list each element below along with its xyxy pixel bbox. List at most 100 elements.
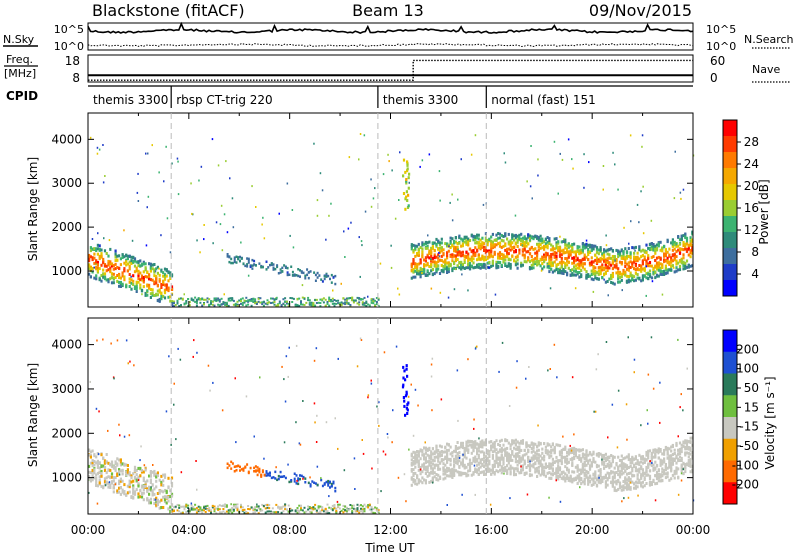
velocity-pixel — [279, 475, 282, 479]
power-pixel — [453, 288, 456, 291]
power-pixel — [636, 251, 639, 255]
velocity-pixel — [594, 472, 597, 476]
power-pixel — [296, 305, 299, 308]
power-pixel — [620, 249, 623, 253]
power-pixel — [491, 255, 494, 259]
velocity-pixel — [654, 482, 657, 486]
velocity-pixel — [463, 455, 466, 459]
velocity-pixel — [479, 440, 482, 444]
power-pixel — [474, 235, 477, 239]
noise-search-line — [87, 42, 694, 48]
power-pixel — [650, 219, 653, 222]
power-pixel — [615, 258, 618, 261]
velocity-pixel — [592, 452, 595, 456]
velocity-pixel — [322, 510, 325, 513]
power-pixel — [165, 284, 168, 287]
velocity-pixel — [536, 456, 539, 460]
velocity-pixel — [431, 452, 434, 456]
velocity-pixel — [107, 482, 110, 486]
power-pixel — [440, 237, 443, 241]
power-pixel — [387, 153, 389, 156]
velocity-pixel — [581, 470, 584, 474]
velocity-pixel — [509, 472, 512, 476]
power-pixel — [530, 145, 532, 147]
power-pixel — [490, 242, 493, 246]
velocity-pixel — [133, 492, 137, 496]
power-pixel — [226, 255, 229, 258]
velocity-pixel — [465, 456, 468, 460]
velocity-pixel — [252, 511, 255, 514]
velocity-pixel — [119, 461, 122, 465]
power-pixel — [592, 267, 595, 271]
velocity-pixel — [121, 490, 124, 494]
power-pixel — [227, 304, 230, 307]
velocity-pixel — [537, 441, 540, 445]
power-pixel — [418, 253, 420, 256]
power-pixel — [130, 287, 133, 291]
velocity-pixel — [135, 473, 138, 477]
y-tick-label: 3000 — [51, 176, 82, 190]
power-pixel — [648, 264, 652, 268]
power-pixel — [95, 274, 98, 278]
power-pixel — [195, 300, 198, 303]
power-pixel — [410, 243, 413, 247]
power-pixel — [507, 242, 510, 246]
power-pixel — [588, 245, 592, 249]
power-pixel — [91, 257, 94, 261]
velocity-pixel — [265, 474, 268, 477]
power-pixel — [666, 259, 669, 263]
power-pixel — [453, 249, 456, 253]
velocity-pixel — [562, 470, 565, 474]
velocity-pixel — [643, 478, 646, 481]
velocity-pixel — [148, 499, 151, 503]
velocity-pixel — [112, 476, 115, 480]
power-pixel — [431, 268, 434, 271]
velocity-pixel — [583, 453, 586, 457]
power-pixel — [169, 277, 172, 280]
velocity-pixel — [416, 450, 419, 453]
power-pixel — [414, 275, 417, 279]
power-pixel — [541, 241, 544, 245]
power-pixel — [116, 254, 119, 258]
velocity-pixel — [421, 476, 424, 480]
power-pixel — [328, 296, 331, 299]
power-pixel — [444, 259, 447, 263]
velocity-pixel — [123, 462, 126, 466]
power-pixel — [617, 281, 620, 284]
power-pixel — [230, 261, 233, 265]
velocity-pixel — [604, 482, 607, 486]
power-pixel — [119, 285, 122, 288]
power-pixel — [555, 268, 558, 272]
velocity-pixel — [270, 510, 272, 513]
power-pixel — [96, 263, 99, 267]
velocity-pixel — [316, 483, 319, 487]
power-pixel — [446, 268, 449, 272]
velocity-pixel — [518, 454, 521, 458]
power-pixel — [125, 260, 128, 264]
velocity-pixel — [650, 458, 653, 462]
velocity-pixel — [580, 468, 583, 472]
power-pixel — [286, 271, 289, 274]
power-pixel — [249, 265, 252, 269]
power-pixel — [490, 247, 493, 251]
power-pixel — [488, 260, 491, 264]
velocity-pixel — [342, 504, 345, 507]
power-pixel — [608, 253, 611, 257]
power-pixel — [162, 294, 165, 298]
velocity-pixel — [657, 476, 660, 480]
power-pixel — [315, 302, 318, 304]
velocity-pixel — [555, 476, 558, 480]
velocity-pixel — [423, 462, 426, 466]
velocity-pixel — [308, 507, 311, 510]
velocity-pixel — [163, 488, 167, 492]
power-pixel — [437, 247, 440, 251]
velocity-pixel — [599, 468, 602, 471]
power-pixel — [372, 197, 375, 200]
power-pixel — [627, 268, 630, 272]
power-pixel — [405, 190, 408, 194]
power-pixel — [98, 148, 101, 151]
power-pixel — [550, 254, 553, 258]
velocity-pixel — [245, 511, 248, 513]
power-pixel — [532, 262, 535, 266]
velocity-pixel — [100, 474, 103, 478]
